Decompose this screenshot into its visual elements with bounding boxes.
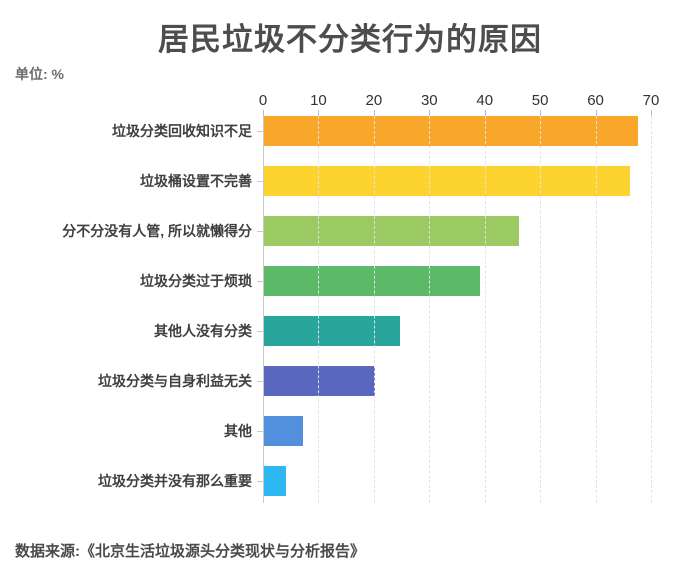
chart-title: 居民垃圾不分类行为的原因 [158, 22, 542, 57]
x-axis-tick-label: 70 [642, 92, 660, 109]
category-tick-mark [257, 331, 263, 332]
bar [264, 466, 287, 496]
x-axis-tick-mark [373, 110, 375, 116]
category-label: 垃圾分类过于烦琐 [140, 273, 252, 289]
category-tick-mark [257, 481, 263, 482]
category-tick-mark [257, 231, 263, 232]
bar [264, 166, 630, 196]
category-label: 垃圾分类与自身利益无关 [98, 373, 252, 389]
x-axis-tick-label: 50 [531, 92, 549, 109]
gridline [429, 116, 431, 503]
gridline [540, 116, 542, 503]
category-label: 垃圾桶设置不完善 [140, 173, 252, 189]
x-axis-tick-label: 0 [258, 92, 268, 109]
category-tick-mark [257, 431, 263, 432]
x-axis-tick-mark [651, 110, 652, 116]
x-axis-tick-label: 20 [365, 92, 383, 109]
x-axis-tick-label: 40 [476, 92, 494, 109]
category-tick-mark [257, 281, 263, 282]
category-tick-mark [257, 131, 263, 132]
gridline [595, 116, 597, 503]
bar [264, 316, 400, 346]
gridline [484, 116, 486, 503]
bar [264, 416, 303, 446]
x-axis-tick-mark [318, 110, 320, 116]
x-axis-tick-mark [429, 110, 431, 116]
category-tick-mark [257, 381, 263, 382]
x-axis-tick-mark [484, 110, 486, 116]
plot-area [263, 116, 651, 503]
bar [264, 116, 639, 146]
category-label: 垃圾分类回收知识不足 [112, 123, 252, 139]
gridline [373, 116, 375, 503]
gridline [651, 116, 652, 503]
data-source-text: 数据来源:《北京生活垃圾源头分类现状与分析报告》 [15, 543, 365, 560]
category-label: 分不分没有人管, 所以就懒得分 [62, 223, 252, 239]
bar [264, 216, 519, 246]
category-label: 其他 [224, 423, 252, 439]
x-axis-tick-label: 10 [310, 92, 327, 109]
category-tick-mark [257, 181, 263, 182]
category-label: 垃圾分类并没有那么重要 [98, 473, 252, 489]
unit-label: 单位: % [15, 66, 64, 82]
x-axis-tick-label: 60 [587, 92, 604, 109]
x-axis-tick-mark [263, 110, 264, 116]
x-axis-tick-mark [540, 110, 542, 116]
x-axis-tick-label: 30 [420, 92, 438, 109]
category-label: 其他人没有分类 [154, 323, 252, 339]
gridline [318, 116, 320, 503]
y-axis-line [263, 110, 264, 503]
bar [264, 366, 375, 396]
bar [264, 266, 481, 296]
x-axis-tick-mark [595, 110, 597, 116]
